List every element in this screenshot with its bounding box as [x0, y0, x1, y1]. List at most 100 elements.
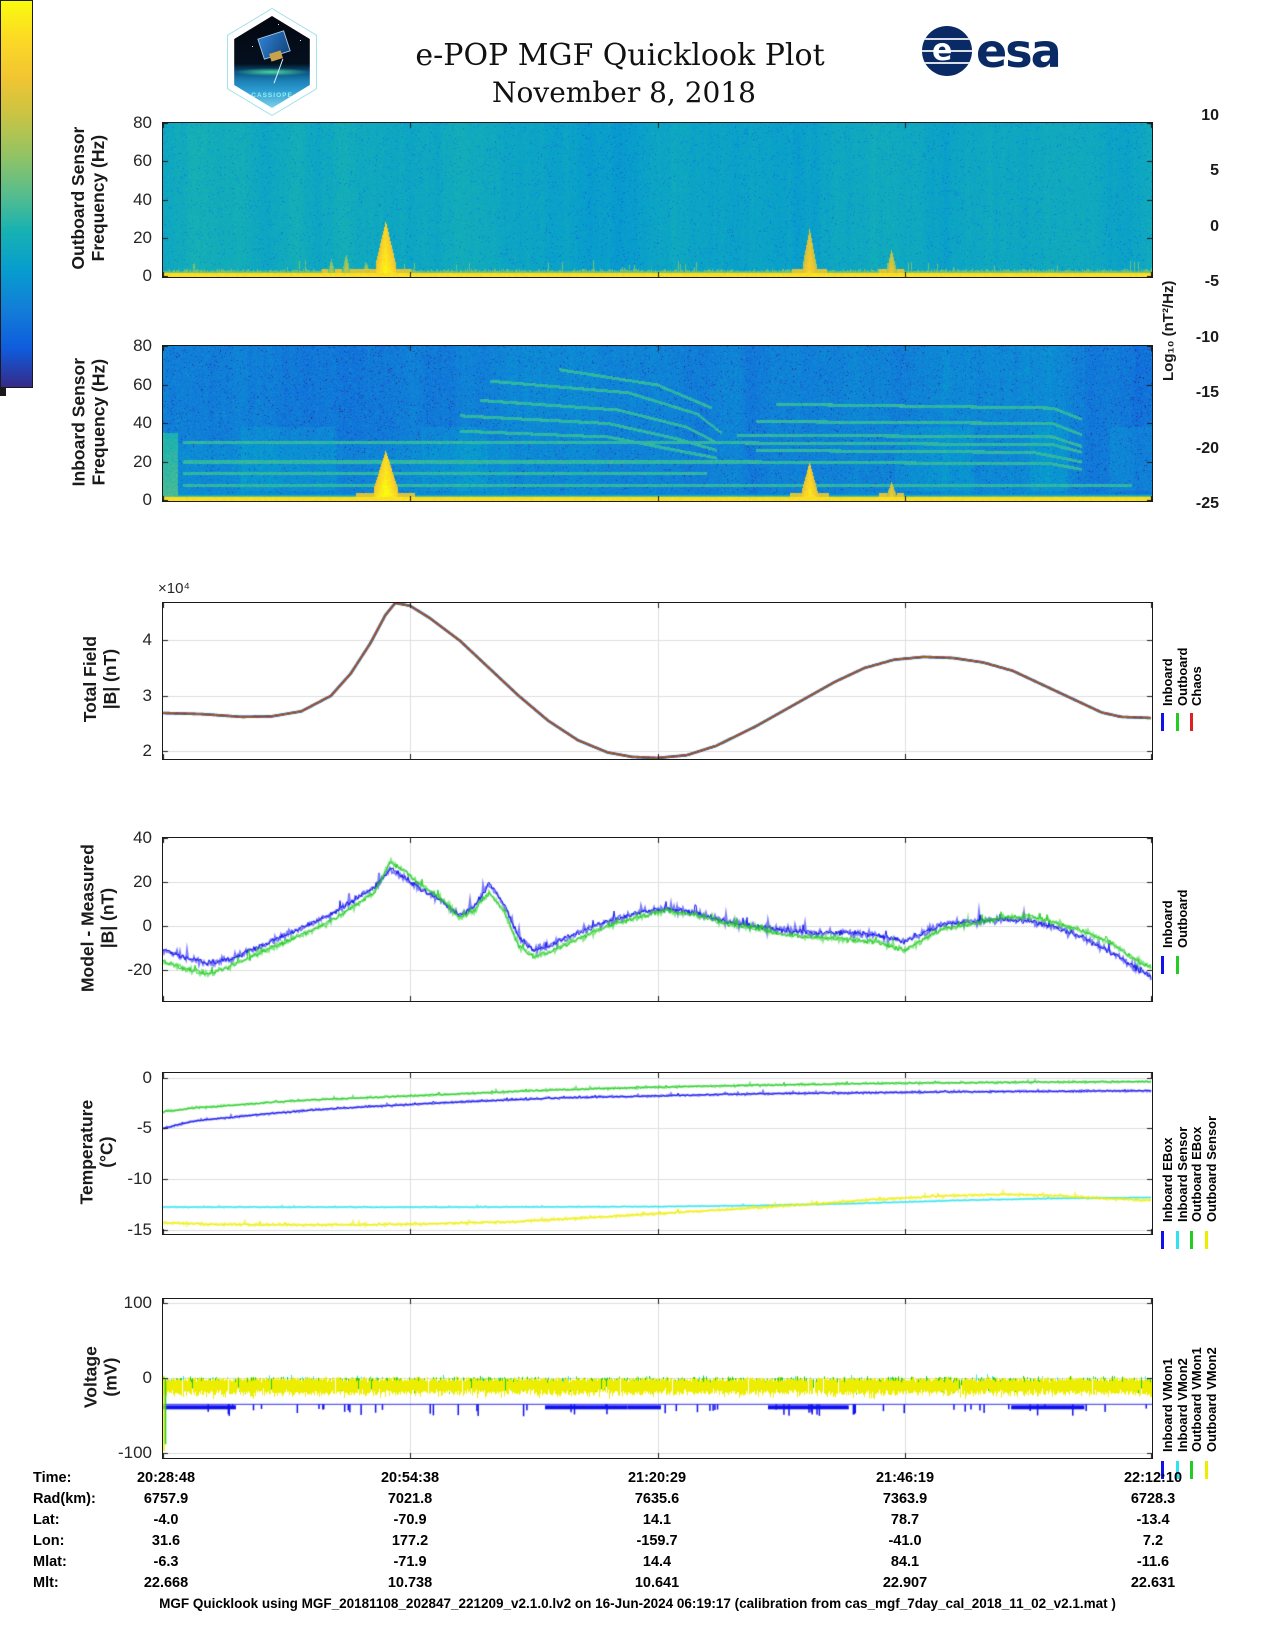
voltage-legend-inboard-vmon2: Inboard VMon2 [1174, 1358, 1190, 1452]
model-minus-measured-ylabel-line: |B| (nT) [97, 887, 117, 948]
table-cell-r3-c2: -159.7 [636, 1533, 678, 1549]
colorbar-tick--20: -20 [1195, 439, 1219, 457]
inboard-spectrogram-ylabel-line: Inboard Sensor [67, 357, 88, 486]
panel-inboard-spectrogram [162, 345, 1153, 502]
inboard-spectrogram-ylabel-line: Frequency (Hz) [88, 358, 108, 485]
temperature-legend-inboard-sensor: Inboard Sensor [1174, 1126, 1190, 1222]
temperature-ylabel-line: (°C) [96, 1135, 116, 1168]
voltage-ytick-0: 0 [142, 1368, 152, 1387]
model-minus-measured-canvas [163, 838, 1152, 1001]
table-cell-r1-c4: 6728.3 [1130, 1491, 1176, 1507]
table-cell-r1-c1: 7021.8 [387, 1491, 433, 1507]
panel-voltage [162, 1298, 1153, 1459]
model-minus-measured-legend-swatch-1 [1175, 956, 1179, 974]
colorbar-tickmark [0, 394, 6, 395]
table-row-label-time: Time: [33, 1470, 72, 1486]
table-cell-r5-c4: 22.631 [1130, 1575, 1176, 1591]
total-field-exponent-label: ×10⁴ [158, 580, 190, 597]
colorbar-tick--10: -10 [1195, 328, 1219, 346]
colorbar-tickmark [0, 395, 6, 396]
total-field-ytick-2: 2 [142, 741, 152, 761]
temperature-canvas [163, 1073, 1152, 1234]
table-cell-r2-c3: 78.7 [890, 1512, 920, 1528]
temperature-ylabel-line: Temperature [75, 1099, 96, 1204]
model-minus-measured-ytick-40: 40 [133, 828, 152, 847]
colorbar-tick-5: 5 [1210, 162, 1219, 180]
total-field-ylabel-line: |B| (nT) [100, 648, 120, 710]
voltage-canvas [163, 1299, 1152, 1458]
colorbar-tick-0: 0 [1210, 217, 1219, 235]
table-cell-r0-c2: 21:20:29 [627, 1470, 687, 1486]
temperature-legend-outboard-sensor: Outboard Sensor [1203, 1115, 1219, 1222]
temperature-legend-swatch-1 [1175, 1231, 1179, 1249]
inboard-spectrogram-ytick-0: 0 [142, 490, 152, 509]
table-cell-r0-c4: 22:12:10 [1123, 1470, 1183, 1486]
temperature-ytick--10: -10 [127, 1169, 152, 1189]
colorbar-tickmark [0, 392, 6, 393]
voltage-legend-swatch-3 [1204, 1461, 1208, 1479]
total-field-ytick-4: 4 [142, 630, 152, 650]
table-cell-r0-c1: 20:54:38 [380, 1470, 440, 1486]
temperature-ytick--15: -15 [127, 1219, 152, 1239]
table-cell-r0-c0: 20:28:48 [136, 1470, 196, 1486]
outboard-spectrogram-ylabel-line: Frequency (Hz) [88, 134, 108, 262]
inboard-spectrogram-canvas [163, 346, 1152, 501]
temperature-ytick--5: -5 [136, 1118, 152, 1138]
model-minus-measured-legend-outboard: Outboard [1174, 889, 1190, 949]
temperature-legend-swatch-3 [1204, 1231, 1208, 1249]
voltage-legend-swatch-2 [1190, 1461, 1193, 1479]
outboard-spectrogram-ytick-0: 0 [142, 266, 152, 285]
temperature-ytick-0: 0 [142, 1067, 152, 1087]
table-cell-r1-c3: 7363.9 [882, 1491, 928, 1507]
voltage-legend-inboard-vmon1: Inboard VMon1 [1160, 1358, 1175, 1452]
total-field-ylabel-line: Total Field [79, 636, 100, 723]
table-cell-r3-c0: 31.6 [151, 1533, 181, 1549]
voltage-legend-swatch-1 [1175, 1461, 1179, 1479]
inboard-spectrogram-ytick-80: 80 [133, 336, 152, 355]
outboard-spectrogram-ylabel-line: Outboard Sensor [67, 126, 88, 270]
temperature-legend-outboard-ebox: Outboard EBox [1189, 1126, 1204, 1222]
temperature-legend-swatch-2 [1190, 1231, 1193, 1249]
total-field-legend-swatch-0 [1161, 713, 1164, 731]
voltage-ylabel-line: (mV) [100, 1357, 120, 1397]
outboard-spectrogram-canvas [163, 123, 1152, 277]
voltage-ylabel: Voltage (mV) [80, 1296, 120, 1457]
star-dot [278, 24, 279, 25]
voltage-legend-outboard-vmon2: Outboard VMon2 [1203, 1347, 1219, 1452]
page-subtitle-date: November 8, 2018 [492, 76, 756, 109]
panel-total-field [162, 602, 1153, 760]
footer-provenance-text: MGF Quicklook using MGF_20181108_202847_… [159, 1596, 1116, 1611]
voltage-legend-swatch-0 [1161, 1461, 1164, 1479]
page-title: e-POP MGF Quicklook Plot [415, 38, 825, 73]
total-field-legend-outboard: Outboard [1174, 647, 1190, 707]
model-minus-measured-ytick-20: 20 [133, 872, 152, 892]
table-cell-r0-c3: 21:46:19 [875, 1470, 935, 1486]
colorbar-tickmark [0, 393, 6, 394]
table-cell-r5-c3: 22.907 [882, 1575, 928, 1591]
plot-stack: 0 20 40 60 80 Outboard Sensor Frequency (Hz) 0 2… [0, 0, 1275, 1591]
esa-logo-text: esa [976, 24, 1062, 78]
colorbar-tickmark [0, 388, 6, 389]
table-cell-r1-c2: 7635.6 [634, 1491, 680, 1507]
total-field-ylabel: Total Field |B| (nT) [80, 600, 120, 758]
table-row-label-radkm: Rad(km): [33, 1491, 96, 1507]
colorbar [0, 0, 33, 388]
table-cell-r4-c4: -11.6 [1136, 1554, 1170, 1570]
panel-outboard-spectrogram [162, 122, 1153, 278]
total-field-legend-inboard: Inboard [1160, 658, 1175, 706]
colorbar-tick--5: -5 [1204, 273, 1219, 291]
inboard-spectrogram-ytick-40: 40 [133, 413, 152, 432]
table-row-label-lon: Lon: [33, 1533, 65, 1549]
total-field-legend-swatch-1 [1175, 713, 1179, 731]
colorbar-tickmark [0, 389, 6, 390]
table-cell-r5-c1: 10.738 [387, 1575, 433, 1591]
model-minus-measured-ylabel: Model - Measured |B| (nT) [77, 835, 117, 1000]
esa-globe-icon: e [922, 26, 972, 76]
table-cell-r2-c4: -13.4 [1136, 1512, 1170, 1528]
colorbar-tick--25: -25 [1195, 495, 1219, 512]
star-dot [252, 46, 253, 47]
model-minus-measured-legend-inboard: Inboard [1160, 900, 1175, 948]
voltage-ytick--100: -100 [117, 1443, 152, 1463]
outboard-spectrogram-ytick-60: 60 [133, 151, 152, 171]
